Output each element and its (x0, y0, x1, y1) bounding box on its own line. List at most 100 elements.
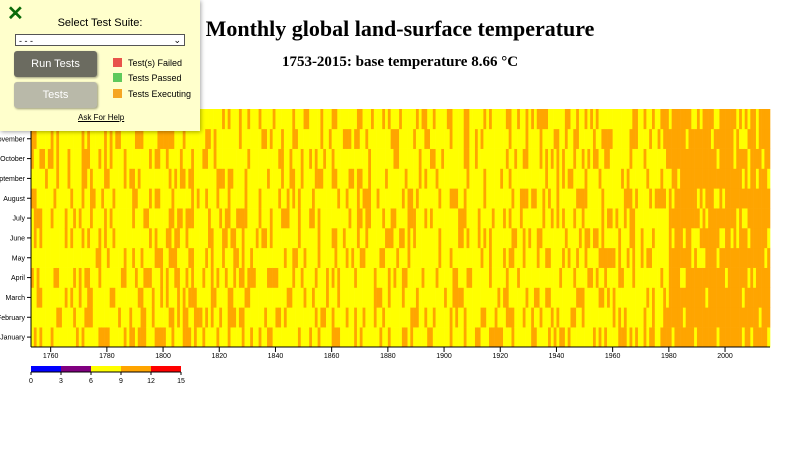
heatmap-cell (39, 168, 43, 189)
heatmap-cell (503, 228, 507, 249)
heatmap-cell (379, 208, 383, 229)
heatmap-cell (755, 327, 760, 348)
heatmap-cell (744, 247, 748, 268)
heatmap-cell (202, 228, 206, 249)
heatmap-cell (623, 307, 627, 328)
heatmap-cell (640, 208, 644, 229)
heatmap-cell (713, 208, 717, 229)
heatmap-cell (267, 148, 271, 169)
heatmap-cell (81, 287, 85, 308)
heatmap-cell (590, 247, 594, 268)
heatmap-cell (342, 208, 347, 229)
heatmap-cell (449, 168, 453, 189)
heatmap-cell (500, 109, 504, 130)
heatmap-cell (607, 287, 611, 308)
heatmap-cell (486, 267, 490, 288)
heatmap-cell (533, 287, 538, 308)
legend-swatch (151, 366, 181, 372)
heatmap-cell (345, 188, 349, 209)
test-suite-select[interactable]: - - - ⌄ (15, 34, 185, 46)
heatmap-cell (230, 208, 234, 229)
heatmap-cell (618, 267, 622, 288)
heatmap-cell (719, 128, 723, 149)
heatmap-cell (120, 148, 125, 169)
heatmap-cell (767, 128, 771, 149)
heatmap-cell (227, 188, 231, 209)
heatmap-cell (500, 168, 504, 189)
heatmap-cell (252, 208, 257, 229)
heatmap-cell (519, 307, 524, 328)
heatmap-cell (78, 307, 82, 328)
heatmap-cell (295, 148, 299, 169)
heatmap-cell (269, 128, 273, 149)
heatmap-cell (446, 148, 450, 169)
heatmap-cell (744, 228, 748, 249)
heatmap-cell (730, 148, 734, 169)
heatmap-cell (373, 168, 377, 189)
heatmap-cell (31, 168, 35, 189)
heatmap-cell (334, 128, 338, 149)
heatmap-cell (177, 228, 181, 249)
heatmap-cell (385, 168, 389, 189)
heatmap-cell (483, 208, 487, 229)
heatmap-cell (736, 287, 740, 308)
heatmap-cell (140, 188, 144, 209)
tests-button[interactable]: Tests (14, 82, 97, 108)
heatmap-cell (587, 168, 591, 189)
run-tests-button[interactable]: Run Tests (14, 51, 97, 77)
heatmap-cell (213, 307, 217, 328)
heatmap-cell (163, 168, 167, 189)
heatmap-cell (427, 168, 431, 189)
heatmap-cell (382, 109, 386, 130)
heatmap-cell (663, 168, 667, 189)
close-icon[interactable]: ✕ (7, 3, 24, 25)
heatmap-cell (483, 247, 487, 268)
heatmap-cell (385, 307, 389, 328)
heatmap-cell (104, 287, 108, 308)
heatmap-cell (446, 109, 450, 130)
heatmap-cell (536, 188, 540, 209)
heatmap-cell (733, 228, 737, 249)
heatmap-cell (472, 208, 476, 229)
heatmap-cell (674, 208, 678, 229)
ask-for-help-link[interactable]: Ask For Help (78, 113, 125, 122)
heatmap-cell (609, 168, 613, 189)
heatmap-cell (609, 247, 613, 268)
heatmap-cell (722, 188, 726, 209)
heatmap-cell (379, 247, 383, 268)
heatmap-cell (269, 327, 273, 348)
heatmap-cell (292, 228, 296, 249)
heatmap-cell (463, 208, 467, 229)
heatmap-cell (511, 228, 515, 249)
heatmap-cell (564, 327, 568, 348)
heatmap-cell (399, 247, 403, 268)
heatmap-cell (238, 188, 243, 209)
heatmap-cell (101, 287, 105, 308)
heatmap-cell (123, 267, 127, 288)
heatmap-cell (129, 327, 133, 348)
heatmap-cell (741, 327, 746, 348)
heatmap-cell (331, 128, 335, 149)
heatmap-cell (396, 188, 400, 209)
heatmap-cell (401, 208, 406, 229)
heatmap-cell (573, 208, 577, 229)
heatmap-cell (629, 247, 633, 268)
test-suite-panel: ✕ Select Test Suite: - - - ⌄ Run Tests T… (0, 0, 200, 131)
heatmap-cell (115, 307, 119, 328)
heatmap-cell (90, 168, 94, 189)
heatmap-cell (61, 267, 66, 288)
test-suite-select-value: - - - (19, 36, 33, 46)
heatmap-cell (236, 247, 240, 268)
heatmap-cell (525, 188, 529, 209)
heatmap-cell (39, 327, 43, 348)
heatmap-cell (623, 327, 627, 348)
heatmap-cell (129, 307, 133, 328)
heatmap-cell (168, 168, 172, 189)
heatmap-cell (208, 128, 212, 149)
heatmap-cell (272, 128, 276, 149)
heatmap-cell (612, 188, 616, 209)
heatmap-cell (281, 109, 285, 130)
heatmap-cell (710, 128, 715, 149)
heatmap-cell (157, 208, 161, 229)
heatmap-cell (120, 128, 125, 149)
